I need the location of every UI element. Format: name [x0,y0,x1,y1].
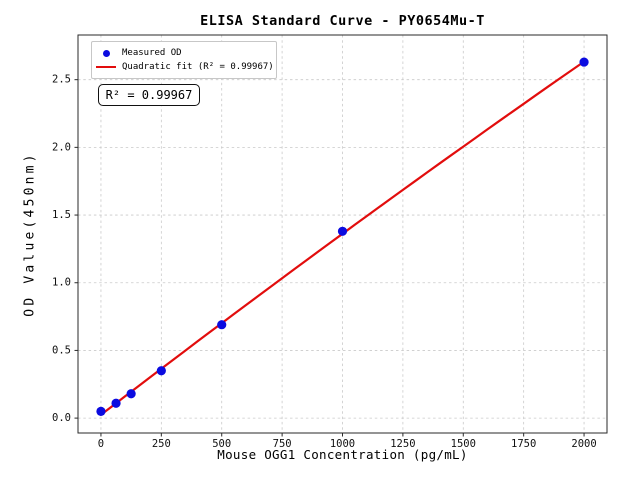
data-point [579,57,589,67]
x-tick-label: 0 [98,438,104,450]
measured-od-marker-icon [102,49,110,57]
data-point [126,389,136,399]
x-tick-label: 1500 [451,438,476,450]
chart-title: ELISA Standard Curve - PY0654Mu-T [200,13,485,29]
x-tick-label: 1250 [390,438,415,450]
legend: Measured OD Quadratic fit (R² = 0.99967) [91,41,277,79]
data-point [337,226,348,236]
legend-label-measured-od: Measured OD [122,48,182,58]
y-tick-label: 2.5 [52,74,71,86]
y-tick-label: 2.0 [52,141,71,153]
x-tick-label: 500 [212,438,231,450]
x-tick-label: 1750 [511,438,536,450]
data-point [111,398,121,408]
data-point [156,366,166,376]
legend-item-quadratic-fit: Quadratic fit (R² = 0.99967) [96,62,274,72]
legend-item-measured-od: Measured OD [96,48,272,58]
y-tick-label: 0.5 [52,344,71,356]
x-tick-label: 750 [273,438,292,450]
x-tick-label: 1000 [330,438,355,450]
x-tick-label: 2000 [571,438,596,450]
y-tick-label: 1.5 [52,209,71,221]
y-tick-label: 0.0 [52,412,71,424]
quadratic-fit-line-icon [96,65,116,69]
x-axis-label: Mouse OGG1 Concentration (pg/mL) [217,447,468,462]
data-point [217,320,227,330]
x-tick-label: 250 [152,438,171,450]
legend-handle [96,49,116,57]
y-axis-label: OD Value(450nm) [22,151,38,317]
r-squared-annotation: R² = 0.99967 [98,84,200,106]
legend-label-quadratic-fit: Quadratic fit (R² = 0.99967) [122,62,274,72]
data-point [96,406,106,416]
y-tick-label: 1.0 [52,277,71,289]
legend-handle [96,65,116,69]
